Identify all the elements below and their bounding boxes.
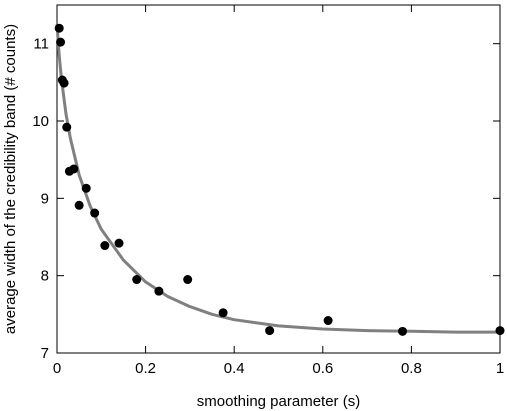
x-tick-label: 0: [53, 360, 61, 377]
data-point: [218, 308, 228, 318]
fit-curve-layer: [55, 24, 500, 334]
x-tick-label: 0.8: [401, 360, 422, 377]
data-point: [398, 326, 408, 336]
data-point: [183, 275, 193, 285]
data-point: [81, 183, 91, 193]
data-point: [59, 78, 69, 88]
y-tick-label: 11: [33, 36, 49, 53]
x-tick-label: 1: [496, 360, 504, 377]
data-points-layer: [54, 23, 505, 336]
y-tick-label: 9: [41, 190, 49, 207]
axis-ticks: [56, 5, 501, 354]
data-point: [495, 326, 505, 336]
data-point: [56, 37, 66, 47]
axis-tick-labels: 0 0.2 0.4 0.6 0.8 1 7 8 9 10 11: [32, 36, 504, 377]
data-point: [74, 200, 84, 210]
data-point: [69, 164, 79, 174]
data-point: [323, 316, 333, 326]
data-point: [90, 208, 100, 218]
data-point: [132, 275, 142, 285]
data-point: [100, 241, 110, 251]
data-point: [62, 122, 72, 132]
data-point: [114, 238, 124, 248]
data-point: [54, 23, 64, 33]
y-tick-label: 7: [41, 345, 49, 362]
y-axis-title: average width of the credibility band (#…: [2, 24, 19, 334]
x-axis-title: smoothing parameter (s): [197, 393, 360, 410]
x-tick-label: 0.6: [312, 360, 333, 377]
x-tick-label: 0.2: [135, 360, 156, 377]
y-tick-label: 8: [41, 268, 49, 285]
x-tick-label: 0.4: [224, 360, 245, 377]
plot-frame: [56, 4, 501, 354]
y-tick-label: 10: [32, 113, 49, 130]
fit-curve: [55, 24, 500, 334]
data-point: [265, 326, 275, 336]
data-point: [154, 286, 164, 296]
